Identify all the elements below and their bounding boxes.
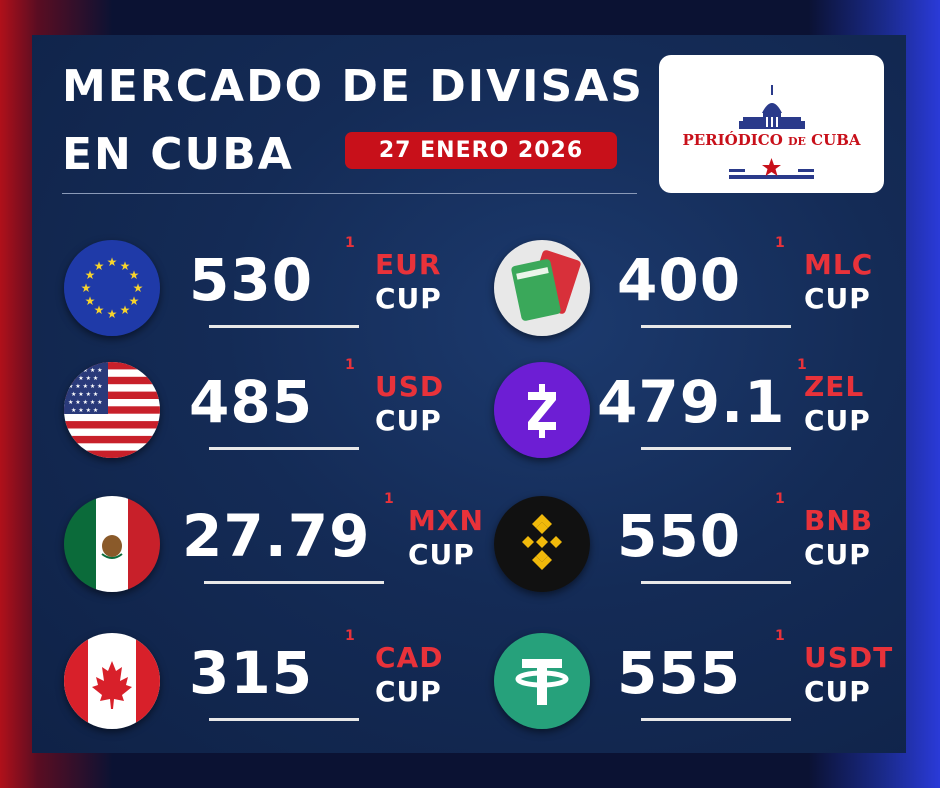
binance-icon <box>494 496 590 592</box>
rate-value: 27.79 <box>182 502 371 570</box>
title-divider <box>62 193 637 194</box>
svg-text:★ ★ ★ ★: ★ ★ ★ ★ <box>71 407 98 414</box>
rate-row-eur: ★ ★ ★ ★ ★ ★ ★ ★ ★ ★ ★ ★ 530 1 EUR CUP <box>64 235 454 345</box>
bank-cards-icon <box>494 240 590 336</box>
svg-text:★: ★ <box>81 281 92 295</box>
currency-code: ZEL <box>804 370 865 403</box>
svg-text:★: ★ <box>107 255 118 269</box>
rate-row-zel: 479.1 1 ZEL CUP <box>494 357 894 467</box>
periodico-de-cuba-logo: PERIÓDICO DE CUBA <box>659 55 884 193</box>
currency-code: CAD <box>375 641 444 674</box>
rate-footnote: 1 <box>775 491 785 507</box>
rate-footnote: 1 <box>384 491 394 507</box>
rate-value: 479.1 <box>597 368 786 436</box>
base-currency: CUP <box>804 538 871 571</box>
rate-footnote: 1 <box>775 628 785 644</box>
base-currency: CUP <box>804 675 871 708</box>
rate-footnote: 1 <box>345 357 355 373</box>
svg-text:★ ★ ★ ★: ★ ★ ★ ★ <box>71 375 98 382</box>
svg-text:★ ★ ★ ★ ★: ★ ★ ★ ★ ★ <box>68 383 103 390</box>
rate-value: 550 <box>617 502 742 570</box>
logo-word-cuba: CUBA <box>811 131 861 149</box>
rate-value: 485 <box>189 368 314 436</box>
base-currency: CUP <box>375 282 442 315</box>
rate-underline <box>641 325 791 328</box>
svg-text:★: ★ <box>85 268 96 282</box>
svg-text:★: ★ <box>120 303 131 317</box>
rate-row-usd: ★ ★ ★ ★ ★ ★ ★ ★ ★ ★ ★ ★ ★ ★ ★ ★ ★ ★ ★ ★ ★ ★… <box>64 357 454 467</box>
rate-row-mxn: 27.79 1 MXN CUP <box>64 491 484 601</box>
rate-footnote: 1 <box>345 628 355 644</box>
rate-row-usdt: 555 1 USDT CUP <box>494 628 894 738</box>
svg-text:★: ★ <box>129 268 140 282</box>
base-currency: CUP <box>804 282 871 315</box>
logo-wordmark: PERIÓDICO DE CUBA <box>659 131 884 149</box>
svg-text:★: ★ <box>129 294 140 308</box>
rate-row-mlc: 400 1 MLC CUP <box>494 235 894 345</box>
base-currency: CUP <box>375 404 442 437</box>
svg-text:★: ★ <box>120 259 131 273</box>
base-currency: CUP <box>804 404 871 437</box>
capitol-icon <box>729 85 814 179</box>
infographic-panel: MERCADO DE DIVISAS EN CUBA 27 ENERO 2026… <box>32 35 906 753</box>
currency-code: BNB <box>804 504 874 537</box>
svg-text:★ ★ ★ ★ ★: ★ ★ ★ ★ ★ <box>68 399 103 406</box>
rate-value: 530 <box>189 246 314 314</box>
rate-footnote: 1 <box>797 357 807 373</box>
rate-underline <box>641 718 791 721</box>
svg-text:★: ★ <box>85 294 96 308</box>
rate-footnote: 1 <box>345 235 355 251</box>
rate-underline <box>209 718 359 721</box>
currency-code: MXN <box>408 504 484 537</box>
rate-row-cad: 315 1 CAD CUP <box>64 628 454 738</box>
logo-word-de: DE <box>788 135 806 148</box>
svg-text:★: ★ <box>133 281 144 295</box>
svg-text:★: ★ <box>94 303 105 317</box>
eu-flag-icon: ★ ★ ★ ★ ★ ★ ★ ★ ★ ★ ★ ★ <box>64 240 160 336</box>
rate-footnote: 1 <box>775 235 785 251</box>
rate-underline <box>641 581 791 584</box>
rate-underline <box>209 325 359 328</box>
rate-underline <box>204 581 384 584</box>
svg-text:★: ★ <box>94 259 105 273</box>
tether-icon <box>494 633 590 729</box>
mexico-flag-icon <box>64 496 160 592</box>
currency-code: EUR <box>375 248 442 281</box>
svg-text:★ ★ ★ ★: ★ ★ ★ ★ <box>71 391 98 398</box>
zelle-icon <box>494 362 590 458</box>
page-title-line-2: EN CUBA <box>62 129 294 180</box>
svg-text:★ ★ ★ ★ ★: ★ ★ ★ ★ ★ <box>68 367 103 374</box>
base-currency: CUP <box>375 675 442 708</box>
currency-code: MLC <box>804 248 874 281</box>
us-flag-icon: ★ ★ ★ ★ ★ ★ ★ ★ ★ ★ ★ ★ ★ ★ ★ ★ ★ ★ ★ ★ ★ ★… <box>64 362 160 458</box>
rate-value: 315 <box>189 639 314 707</box>
rate-underline <box>209 447 359 450</box>
date-badge: 27 ENERO 2026 <box>345 132 617 169</box>
rate-value: 400 <box>617 246 742 314</box>
svg-text:★: ★ <box>107 307 118 321</box>
page-title-line-1: MERCADO DE DIVISAS <box>62 61 644 112</box>
logo-word-periodico: PERIÓDICO <box>682 131 783 149</box>
base-currency: CUP <box>408 538 475 571</box>
rate-underline <box>641 447 791 450</box>
rate-row-bnb: 550 1 BNB CUP <box>494 491 894 601</box>
rate-value: 555 <box>617 639 742 707</box>
canada-flag-icon <box>64 633 160 729</box>
currency-code: USDT <box>804 641 894 674</box>
currency-code: USD <box>375 370 445 403</box>
